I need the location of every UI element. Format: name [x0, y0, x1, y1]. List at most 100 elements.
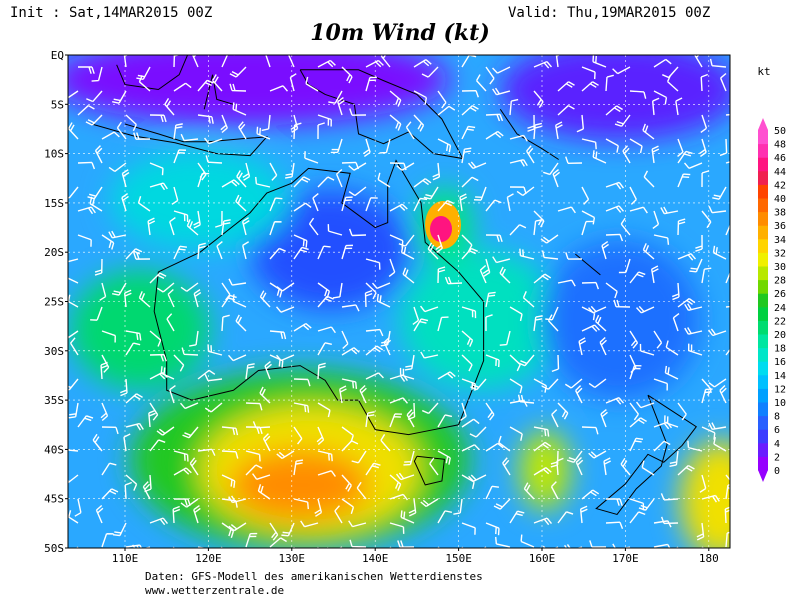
- wind-barb: [245, 532, 258, 548]
- wind-barb: [495, 536, 511, 548]
- wind-barb: [509, 306, 523, 322]
- wind-barb: [677, 464, 695, 476]
- wind-barb: [605, 397, 625, 405]
- wind-barb: [348, 520, 367, 528]
- wind-barb: [629, 206, 648, 214]
- wind-barb: [576, 114, 585, 133]
- wind-barb: [652, 210, 660, 230]
- wind-barb: [149, 162, 164, 176]
- colorbar-swatch: [758, 238, 768, 253]
- wind-barb: [197, 546, 207, 548]
- wind-barb: [341, 66, 353, 84]
- colorbar-label: 26: [774, 289, 786, 300]
- colorbar-label: 24: [774, 303, 786, 314]
- wind-barb: [669, 450, 679, 467]
- wind-barb: [380, 434, 391, 452]
- wind-barb: [228, 278, 247, 286]
- wind-barb: [341, 330, 349, 349]
- wind-barb: [197, 114, 214, 124]
- wind-barb: [437, 371, 456, 380]
- wind-barb: [629, 330, 639, 349]
- wind-barb: [275, 354, 295, 362]
- wind-barb: [509, 510, 525, 524]
- wind-barb: [551, 409, 559, 428]
- wind-barb: [564, 378, 583, 389]
- wind-barb: [629, 402, 639, 421]
- colorbar-swatch: [758, 374, 768, 389]
- wind-barb: [700, 114, 708, 134]
- wind-barb: [341, 244, 353, 260]
- wind-barb: [149, 272, 167, 284]
- wind-barb: [653, 440, 671, 452]
- wind-barb: [533, 219, 543, 236]
- footer-url: www.wetterzentrale.de: [145, 584, 284, 597]
- wind-barb: [221, 55, 235, 68]
- wind-barb: [252, 421, 271, 429]
- wind-barb: [124, 481, 132, 500]
- colorbar-label: 22: [774, 316, 786, 327]
- colorbar-swatch: [758, 130, 768, 145]
- wind-barb: [492, 66, 511, 74]
- wind-barb: [518, 354, 535, 367]
- wind-barb: [173, 467, 192, 476]
- footer-source: Daten: GFS-Modell des amerikanischen Wet…: [145, 570, 483, 583]
- wind-barb: [605, 205, 625, 213]
- wind-barb: [74, 498, 82, 517]
- colorbar-top: [758, 118, 768, 130]
- lon-label: 160E: [529, 552, 556, 565]
- wind-barb: [509, 426, 523, 441]
- wind-barb: [461, 176, 479, 188]
- wind-barb: [216, 240, 223, 260]
- wind-barb: [543, 162, 559, 176]
- wind-barb: [474, 186, 487, 201]
- wind-barb: [99, 282, 107, 301]
- wind-barb: [172, 505, 181, 524]
- wind-barb: [629, 365, 642, 380]
- wind-barb: [265, 55, 271, 68]
- lon-label: 120E: [195, 552, 222, 565]
- wind-barb: [629, 437, 644, 452]
- wind-barb: [121, 193, 129, 212]
- wind-barb: [293, 402, 310, 413]
- wind-barb: [541, 378, 559, 390]
- wind-barb: [116, 121, 127, 140]
- wind-barb: [713, 437, 727, 452]
- wind-barb: [68, 449, 79, 452]
- wind-barb: [173, 210, 189, 222]
- wind-barb: [269, 537, 287, 548]
- wind-barb: [389, 397, 409, 404]
- wind-barb: [179, 402, 199, 410]
- wind-barb: [95, 504, 104, 524]
- colorbar-swatch: [758, 402, 768, 417]
- wind-barb: [317, 176, 335, 188]
- wind-barb: [300, 520, 319, 528]
- wind-barb: [485, 291, 496, 308]
- wind-barb: [435, 234, 443, 253]
- wind-barb: [688, 343, 703, 356]
- wind-barb: [77, 206, 96, 215]
- wind-barb: [221, 219, 231, 236]
- wind-barb: [581, 138, 597, 150]
- coastline: [575, 253, 601, 276]
- wind-barb: [142, 481, 151, 500]
- wind-barb: [461, 330, 474, 347]
- wind-barb: [437, 316, 449, 332]
- wind-barb: [101, 234, 115, 250]
- wind-barb: [485, 442, 504, 452]
- wind-barb: [653, 378, 668, 391]
- wind-barb: [169, 385, 176, 404]
- wind-barb: [389, 493, 409, 501]
- lon-label: 130E: [279, 552, 306, 565]
- wind-barb: [696, 522, 705, 541]
- wind-barb: [133, 132, 151, 140]
- wind-barb: [339, 385, 347, 404]
- wind-barb: [149, 114, 167, 123]
- wind-barb: [638, 498, 655, 511]
- wind-barb: [533, 426, 550, 437]
- wind-barb: [389, 522, 405, 534]
- wind-barb: [575, 457, 584, 476]
- wind-barb: [180, 498, 199, 508]
- wind-barb: [149, 330, 162, 347]
